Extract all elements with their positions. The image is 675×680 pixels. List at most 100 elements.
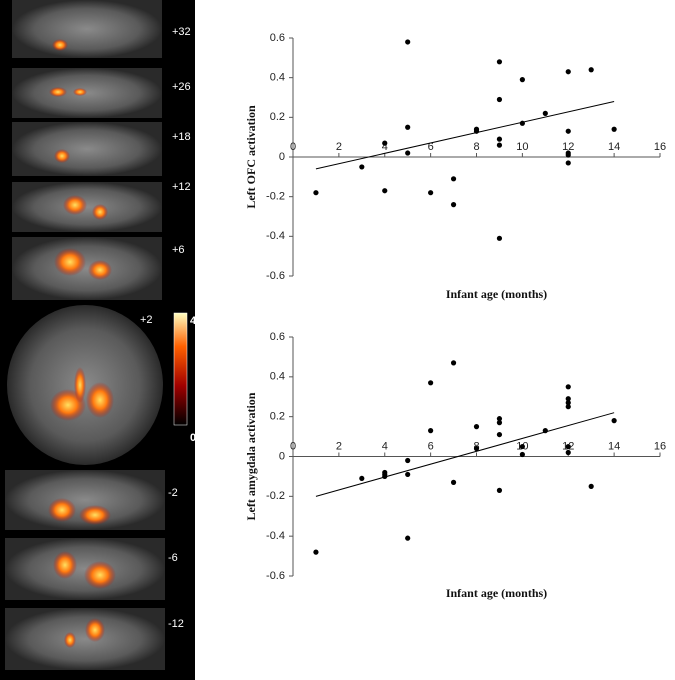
x-tick-label: 6	[428, 141, 434, 153]
point	[611, 418, 617, 424]
x-tick-label: 4	[382, 440, 388, 452]
point	[565, 400, 571, 406]
x-tick-label: 10	[516, 141, 528, 153]
slice	[5, 538, 165, 600]
activation	[64, 632, 76, 648]
slice	[5, 608, 165, 670]
slice-label: +26	[172, 81, 191, 93]
y-tick-label: -0.4	[266, 230, 285, 242]
activation	[74, 367, 86, 403]
point	[565, 128, 571, 134]
activation	[84, 561, 116, 589]
point	[565, 160, 571, 166]
point	[405, 150, 411, 156]
x-tick-label: 16	[654, 141, 666, 153]
point	[405, 471, 411, 478]
point	[405, 535, 411, 541]
activation	[63, 195, 87, 215]
point	[382, 188, 388, 194]
x-tick-label: 2	[336, 440, 342, 452]
point	[496, 431, 503, 438]
slice	[12, 122, 162, 176]
point	[428, 428, 434, 434]
point	[496, 416, 503, 422]
point	[496, 59, 503, 65]
y-tick-label: -0.2	[266, 191, 285, 203]
slice-label: -6	[168, 552, 178, 564]
activation	[92, 204, 108, 220]
point	[313, 190, 319, 196]
x-tick-label: 0	[290, 141, 296, 153]
point	[565, 69, 571, 75]
point	[565, 152, 571, 158]
slice-label: +18	[172, 131, 191, 143]
point	[450, 202, 457, 208]
activation	[85, 618, 105, 642]
y-axis-label: Left OFC activation	[244, 105, 258, 209]
point	[565, 404, 571, 410]
x-tick-label: 2	[336, 141, 342, 153]
point	[496, 235, 503, 241]
slices	[5, 0, 165, 670]
point	[473, 128, 480, 134]
point	[473, 445, 480, 452]
point	[519, 120, 525, 126]
x-axis-label: Infant age (months)	[446, 586, 547, 600]
slice	[12, 0, 162, 58]
activation	[53, 551, 77, 579]
point	[496, 420, 503, 426]
point	[496, 487, 503, 493]
y-tick-label: -0.2	[266, 490, 285, 502]
point	[359, 475, 365, 482]
y-tick-label: -0.6	[266, 270, 285, 282]
colorbar-min: 0	[190, 432, 196, 444]
activation	[79, 505, 111, 525]
trend-line	[315, 100, 615, 170]
point	[359, 164, 365, 170]
point	[382, 140, 388, 146]
x-tick-label: 0	[290, 440, 296, 452]
activation	[73, 88, 87, 96]
x-tick-label: 16	[654, 440, 666, 452]
slice-label: +12	[172, 181, 191, 193]
point	[473, 424, 480, 430]
activation	[48, 498, 76, 522]
point	[542, 110, 548, 116]
point	[428, 190, 434, 196]
y-tick-label: 0	[279, 450, 285, 462]
point	[588, 67, 594, 73]
x-tick-label: 4	[382, 141, 388, 153]
slice	[12, 237, 162, 300]
point	[405, 124, 411, 130]
y-tick-label: -0.4	[266, 530, 285, 542]
x-tick-label: 12	[562, 141, 574, 153]
y-tick-label: 0.4	[270, 371, 285, 383]
slice-label: -12	[168, 618, 184, 630]
y-tick-label: -0.6	[266, 570, 285, 582]
x-tick-label: 8	[473, 141, 479, 153]
slice-label: +6	[172, 244, 185, 256]
y-tick-label: 0	[279, 151, 285, 163]
activation	[54, 248, 86, 276]
point	[428, 380, 434, 386]
y-tick-label: 0.2	[270, 411, 285, 423]
slice-label: +32	[172, 26, 191, 38]
slice-label: +2	[140, 314, 153, 326]
x-tick-label: 6	[428, 440, 434, 452]
point	[405, 39, 411, 45]
y-tick-label: 0.6	[270, 331, 285, 343]
point	[611, 126, 617, 132]
activation	[49, 87, 67, 97]
slice	[12, 68, 162, 118]
point	[588, 483, 594, 489]
point	[405, 457, 411, 464]
y-tick-label: 0.2	[270, 111, 285, 123]
point	[496, 96, 503, 103]
activation	[86, 382, 114, 418]
point	[519, 77, 525, 83]
point	[450, 176, 457, 182]
colorbar	[173, 312, 188, 426]
x-axis-label: Infant age (months)	[446, 287, 547, 301]
y-axis-label: Left amygdala activation	[244, 392, 258, 520]
